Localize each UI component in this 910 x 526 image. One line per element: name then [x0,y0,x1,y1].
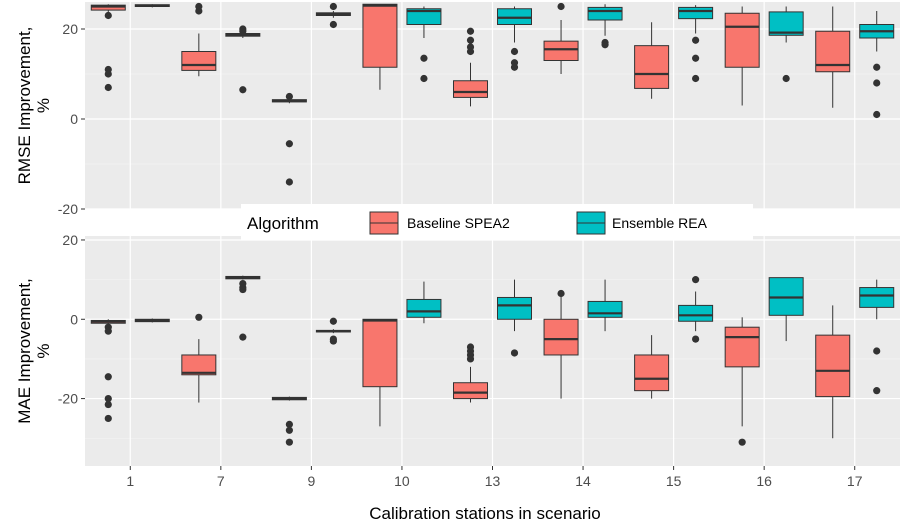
outlier-point [873,79,881,87]
box [181,354,217,376]
outlier-point [285,426,293,434]
box [587,300,623,318]
box [362,318,398,388]
box [543,318,579,356]
outlier-point [510,47,519,56]
outlier-point [557,2,565,11]
y-axis-title: RMSE Improvement,% [15,27,53,185]
outlier-point [104,400,112,409]
outlier-point [510,349,519,357]
outlier-point [873,347,881,355]
outlier-point [510,63,519,71]
box [634,354,670,392]
y-tick-label: 20 [62,232,78,248]
x-tick-label: 7 [217,473,225,489]
outlier-point [466,43,475,51]
x-tick-label: 14 [575,473,591,489]
box [543,40,579,62]
box [859,287,895,308]
legend-label-ensemble-rea: Ensemble REA [612,215,708,231]
x-tick-label: 15 [666,473,682,489]
outlier-point [104,11,112,20]
outlier-point [873,110,881,119]
outlier-point [285,92,293,101]
box [634,45,670,89]
outlier-point [692,335,700,343]
outlier-point [873,63,881,71]
x-tick-label: 10 [394,473,410,489]
outlier-point [104,70,112,78]
outlier-point [329,317,337,325]
outlier-point [239,86,247,94]
x-tick-label: 9 [307,473,315,489]
outlier-point [329,20,337,29]
outlier-point [239,27,247,35]
outlier-point [601,41,609,49]
outlier-point [329,2,337,11]
box [406,298,442,318]
box [497,8,532,25]
outlier-point [692,36,700,44]
box [768,11,804,36]
legend-background [241,204,753,240]
outlier-point [104,83,112,92]
x-tick-label: 16 [756,473,772,489]
outlier-point [692,54,700,62]
y-tick-label: -20 [58,201,78,217]
outlier-point [104,373,112,381]
box [453,80,488,98]
y-axis-title: MAE Improvement,% [15,278,53,424]
outlier-point [466,355,475,363]
legend: Algorithm Baseline SPEA2 Ensemble REA [241,204,753,240]
box [497,296,532,320]
box [453,382,488,400]
box [90,4,126,11]
legend-label-baseline-spea2: Baseline SPEA2 [407,215,510,231]
x-tick-label: 17 [847,473,863,489]
y-tick-label: 0 [70,311,78,327]
box [181,51,217,71]
panels: -20 0 20 RMSE Improvement,% -20 0 20 MAE Improv… [15,2,900,489]
box [815,334,851,398]
outlier-point [104,414,112,423]
x-axis-title: Calibration stations in scenario [369,504,601,523]
outlier-point [285,420,293,428]
box [587,6,623,21]
box [406,8,442,25]
outlier-point [420,74,428,83]
outlier-point [466,36,475,44]
box [724,12,760,68]
outlier-point [104,394,112,403]
outlier-point [420,54,428,62]
outlier-point [466,27,475,35]
outlier-point [557,289,565,298]
x-tick-label: 1 [126,473,134,489]
outlier-point [104,327,112,335]
outlier-point [195,2,203,11]
outlier-point [285,438,293,446]
outlier-point [692,276,700,284]
legend-title: Algorithm [247,214,319,233]
x-tick-label: 13 [485,473,501,489]
outlier-point [239,285,247,294]
outlier-point [692,74,700,83]
outlier-point [239,333,247,341]
outlier-point [329,337,337,345]
y-tick-label: -20 [58,391,78,407]
outlier-point [873,387,881,395]
y-tick-label: 20 [62,21,78,37]
y-tick-label: 0 [70,111,78,127]
box [362,3,398,68]
box [678,304,714,322]
outlier-point [738,438,746,446]
outlier-point [285,178,293,186]
box [678,6,714,20]
outlier-point [285,140,293,148]
outlier-point [195,313,203,321]
box [724,326,760,368]
outlier-point [782,74,790,83]
